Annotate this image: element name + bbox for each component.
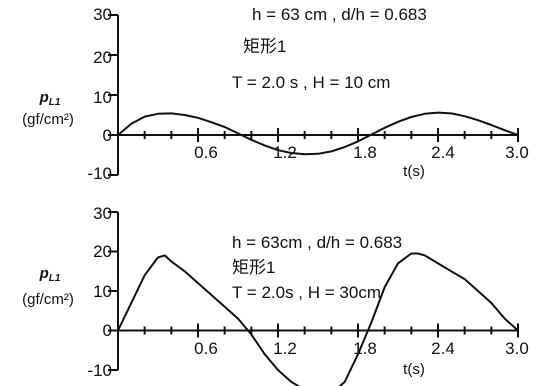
- annotation-wave: T = 2.0s , H = 30cm: [232, 283, 381, 302]
- x-tick-label: 3.0: [505, 339, 529, 358]
- y-tick-label: 10: [93, 88, 112, 107]
- data-series-line: [117, 111, 519, 156]
- x-tick-label: 1.8: [353, 143, 377, 162]
- y-tick-label: 0: [103, 126, 112, 145]
- x-tick-label: 2.4: [431, 143, 455, 162]
- x-tick-label: 1.2: [273, 339, 297, 358]
- y-tick-label: -10: [87, 164, 112, 183]
- chart-panel-lower: 30 20 10 0 -10 0.6 1.2 1.8 2.4 3.0 pL1 (…: [22, 204, 529, 386]
- annotation-depth: h = 63 cm , d/h = 0.683: [252, 5, 427, 24]
- y-tick-label: 20: [93, 242, 112, 261]
- y-tick-label: 20: [93, 48, 112, 67]
- y-tick-label: 30: [93, 204, 112, 223]
- annotation-model: 矩形1: [232, 258, 275, 277]
- y-axis-subscript: L1: [49, 273, 61, 284]
- y-axis-unit: (gf/cm²): [22, 111, 74, 128]
- y-axis-subscript: L1: [49, 97, 61, 108]
- y-tick-label: 30: [93, 5, 112, 24]
- y-tick-label: 0: [103, 321, 112, 340]
- y-tick-label: -10: [87, 361, 112, 380]
- y-axis-symbol: p: [39, 265, 49, 282]
- x-tick-label: 3.0: [505, 143, 529, 162]
- y-axis-unit: (gf/cm²): [22, 291, 74, 308]
- annotation-wave: T = 2.0 s , H = 10 cm: [232, 73, 390, 92]
- annotation-model: 矩形1: [243, 37, 286, 56]
- x-tick-label: 0.6: [194, 143, 218, 162]
- y-axis-label: pL1: [39, 265, 61, 284]
- y-axis-label: pL1: [39, 89, 61, 108]
- data-series-line: [117, 252, 519, 386]
- y-tick-label: 10: [93, 282, 112, 301]
- x-axis-label: t(s): [403, 163, 425, 180]
- chart-panel-upper: 30 20 10 0 -10 0.6 1.2 1.8 2.4 3.0 pL1 (…: [22, 5, 529, 183]
- y-axis-symbol: p: [39, 89, 49, 106]
- x-tick-label: 2.4: [431, 339, 455, 358]
- x-tick-label: 0.6: [194, 339, 218, 358]
- x-axis-label: t(s): [403, 361, 425, 378]
- annotation-depth: h = 63cm , d/h = 0.683: [232, 233, 402, 252]
